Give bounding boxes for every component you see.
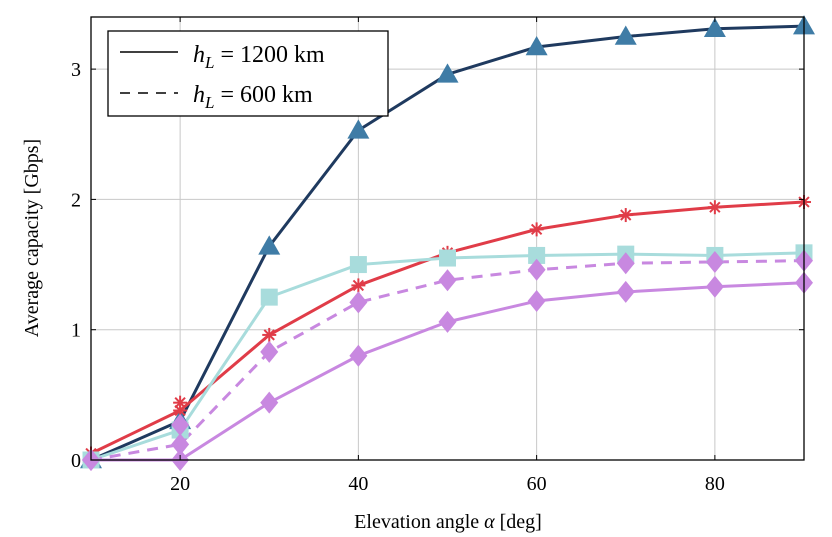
square-marker [528, 246, 546, 264]
x-tick-label: 20 [170, 473, 190, 495]
asterisk-stroke [530, 223, 543, 236]
x-tick-label: 80 [705, 473, 725, 495]
y-tick-label: 0 [71, 450, 81, 472]
series-line-4 [91, 281, 805, 462]
triangle-marker [614, 25, 637, 45]
diamond-marker [438, 269, 457, 292]
diamond-marker [705, 250, 724, 273]
legend-box [107, 30, 389, 117]
asterisk-marker [351, 278, 366, 293]
asterisk-stroke [620, 209, 632, 221]
triangle-marker [525, 35, 548, 56]
x-axis-label: Elevation angle α [deg] [354, 511, 542, 533]
asterisk-stroke [174, 397, 186, 409]
diamond-marker [171, 433, 190, 456]
legend-label-600: hL = 600 km [193, 82, 313, 112]
triangle-marker [258, 235, 281, 255]
diamond-marker [438, 310, 457, 333]
x-tick-label: 60 [527, 473, 547, 495]
y-tick-label: 3 [71, 59, 81, 81]
legend-label-1200: hL = 1200 km [193, 42, 325, 72]
square-marker [439, 249, 456, 267]
diamond-marker [260, 340, 279, 363]
series-line-3 [90, 259, 805, 462]
square-marker [260, 288, 278, 306]
diamond-marker [705, 275, 724, 298]
diamond-marker [349, 344, 368, 367]
diamond-marker [616, 252, 635, 275]
square-marker [349, 256, 367, 274]
plot-frame [90, 16, 805, 461]
triangle-marker [436, 63, 459, 83]
diamond-marker [260, 391, 279, 414]
diamond-marker [616, 280, 635, 303]
y-tick-label: 2 [71, 189, 81, 211]
diamond-marker [349, 291, 368, 314]
diamond-marker [527, 290, 546, 313]
asterisk-stroke [263, 329, 275, 341]
asterisk-marker [173, 395, 188, 410]
asterisk-marker [262, 327, 277, 342]
triangle-marker [347, 119, 370, 139]
y-tick-label: 1 [71, 320, 81, 342]
asterisk-marker [618, 208, 633, 223]
asterisk-stroke [352, 279, 365, 292]
x-tick-label: 40 [348, 473, 368, 495]
asterisk-marker [529, 222, 544, 237]
tick-labels: 20 40 60 80 0 1 2 3 [71, 17, 804, 495]
diamond-marker [527, 258, 546, 281]
y-axis-label: Average capacity [Gbps] [21, 139, 43, 337]
asterisk-stroke [709, 201, 721, 213]
legend: hL = 1200 km hL = 600 km [107, 30, 389, 117]
diamond-marker [171, 413, 190, 436]
triangle-marker [703, 17, 726, 37]
asterisk-marker [707, 200, 722, 215]
